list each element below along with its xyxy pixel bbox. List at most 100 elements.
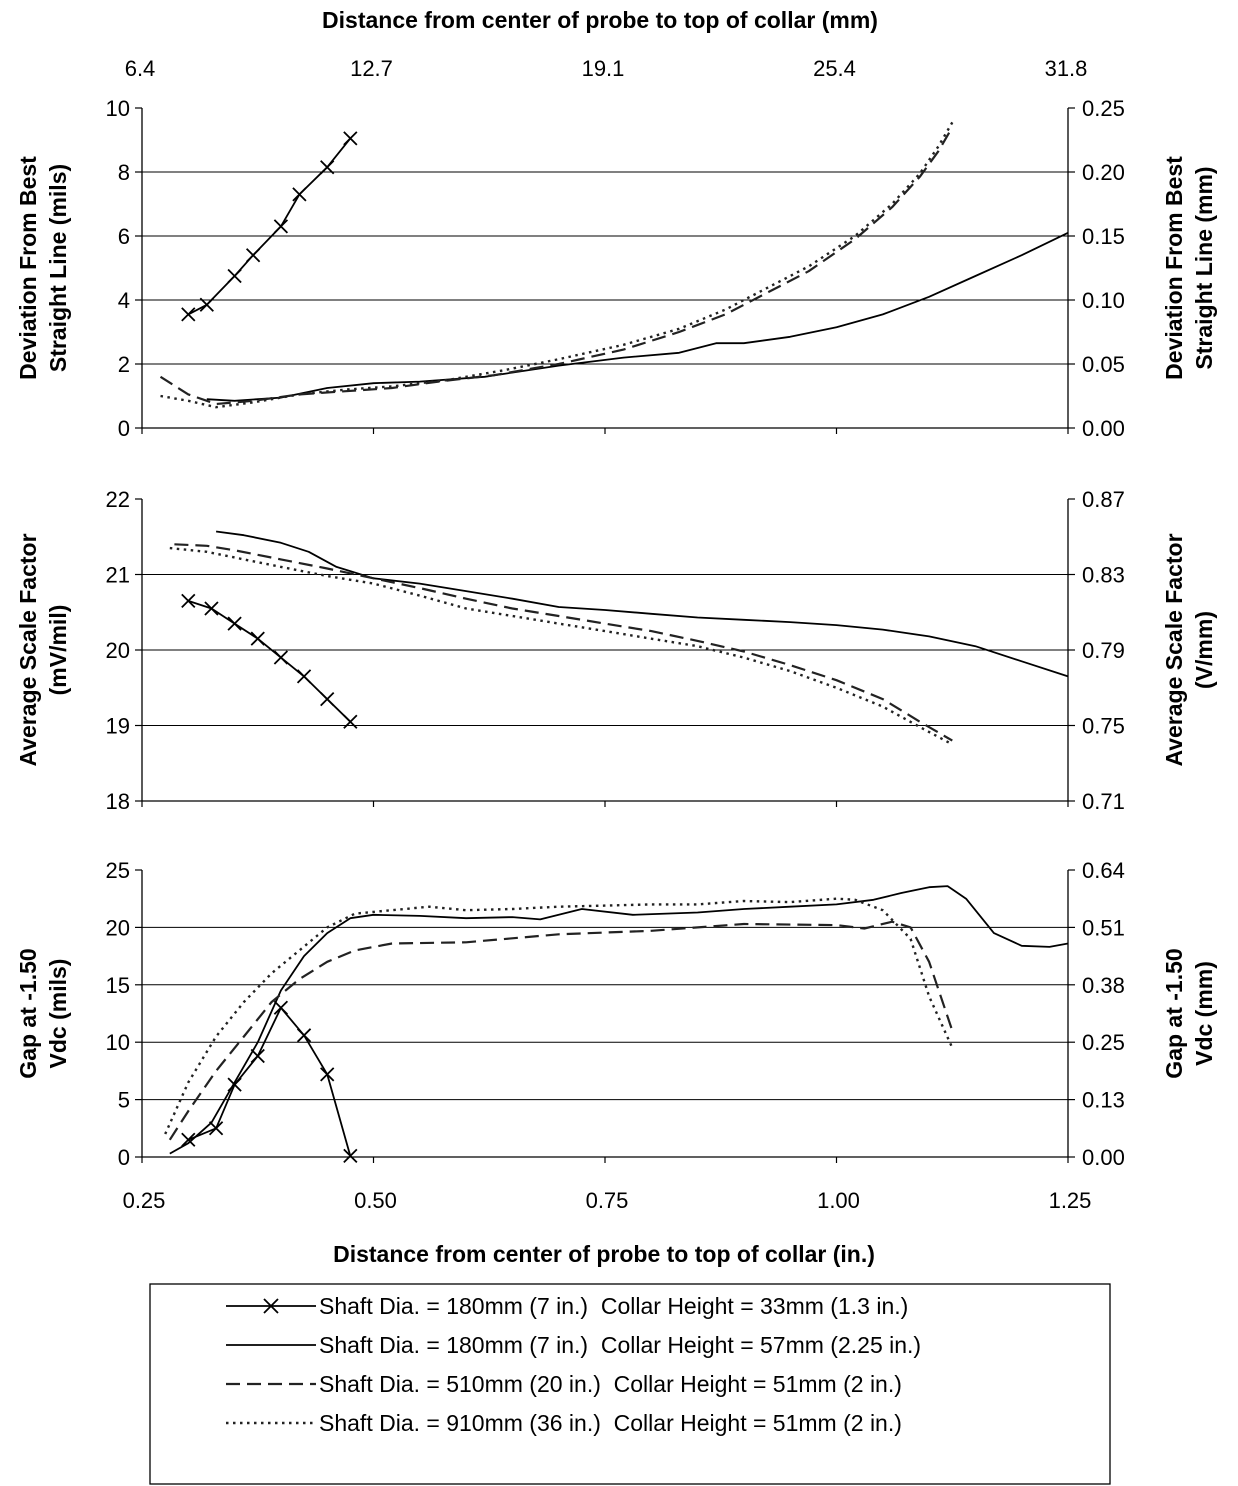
y-tick-label: 10 [106,1030,130,1055]
y2-tick-label: 0.10 [1082,288,1125,313]
x-marker-point [343,131,358,146]
legend-label: Shaft Dia. = 180mm (7 in.) Collar Height… [319,1332,921,1358]
series-line-solid [215,530,1069,678]
series-line-x-marker [188,600,351,723]
y2-tick-label: 0.15 [1082,224,1125,249]
x-marker-point [343,714,358,729]
x-marker-point [320,691,335,707]
y-axis-title-line: Gap at -1.50 [15,948,41,1078]
y-tick-label: 15 [106,973,130,998]
y2-tick-label: 0.00 [1082,416,1125,441]
bottom-tick-label: 0.50 [354,1188,397,1213]
y2-tick-label: 0.87 [1082,487,1125,512]
legend-label: Shaft Dia. = 910mm (36 in.) Collar Heigh… [319,1410,902,1436]
top-tick-label: 25.4 [813,56,856,81]
bottom-tick-label: 0.75 [586,1188,629,1213]
bottom-axis-ticks: 0.25 0.50 0.75 1.00 1.25 [123,1188,1092,1213]
x-marker-point [250,631,265,646]
bottom-tick-label: 1.25 [1049,1188,1092,1213]
top-tick-label: 31.8 [1045,56,1088,81]
y2-axis-title-line: Straight Line (mm) [1191,166,1217,369]
panel-1: 0 0.00 2 0.05 4 0.10 6 0.15 8 0.20 10 0.25 Deviation… [15,96,1217,441]
y2-axis-title-line: (V/mm) [1191,611,1217,689]
x-marker-point [227,268,242,284]
y2-tick-label: 0.71 [1082,789,1125,814]
y-axis-title: Deviation From Best Straight Line (mils) [15,156,71,380]
y2-tick-label: 0.79 [1082,638,1125,663]
panel-3: 0 0.00 5 0.13 10 0.25 15 0.38 20 0.51 25 0.64 Gap at… [15,858,1217,1170]
series-line-dashed [168,920,954,1141]
y-tick-label: 20 [106,915,130,940]
legend-x-marker [263,1298,279,1314]
x-marker-point [181,1132,196,1147]
top-axis-title: Distance from center of probe to top of … [322,7,878,33]
y-tick-label: 20 [106,638,130,663]
x-marker-point [204,601,219,616]
y-tick-label: 8 [118,160,130,185]
top-tick-label: 19.1 [582,56,625,81]
legend-label: Shaft Dia. = 180mm (7 in.) Collar Height… [319,1293,908,1319]
x-marker-point [227,616,242,631]
x-marker-point [296,1028,312,1043]
y2-tick-label: 0.00 [1082,1145,1125,1170]
y2-axis-title: Average Scale Factor (V/mm) [1161,533,1217,766]
x-marker-point [208,1121,224,1136]
x-marker-point [343,1148,358,1163]
y2-tick-label: 0.64 [1082,858,1125,883]
y-tick-label: 5 [118,1088,130,1113]
y2-tick-label: 0.13 [1082,1088,1125,1113]
x-marker-point [199,297,214,312]
x-marker-point [273,650,289,665]
x-marker-point [292,187,307,202]
series-line-dashed [174,543,953,742]
y2-tick-label: 0.25 [1082,96,1125,121]
top-tick-label: 6.4 [125,56,156,81]
y-tick-label: 21 [106,563,130,588]
x-marker-point [320,1067,335,1082]
x-marker-point [250,1048,265,1064]
y-axis-title-line: Vdc (mils) [45,959,71,1069]
y-axis-title-line: Straight Line (mils) [45,164,71,372]
x-marker-point [296,669,312,684]
y2-axis-title-line: Deviation From Best [1161,156,1187,380]
y2-tick-label: 0.25 [1082,1030,1125,1055]
series-line-dashed [159,126,954,406]
y2-tick-label: 0.38 [1082,973,1125,998]
y-tick-label: 6 [118,224,130,249]
y-tick-label: 25 [106,858,130,883]
bottom-axis-title: Distance from center of probe to top of … [333,1241,875,1267]
y-tick-label: 10 [106,96,130,121]
x-marker-point [181,593,196,609]
x-marker-point [181,307,196,322]
y-axis-title: Gap at -1.50 Vdc (mils) [15,948,71,1078]
y2-axis-title: Deviation From Best Straight Line (mm) [1161,156,1217,380]
y2-axis-title-line: Vdc (mm) [1191,961,1217,1066]
y-tick-label: 4 [118,288,130,313]
bottom-tick-label: 0.25 [123,1188,166,1213]
x-marker-point [273,219,289,234]
y2-tick-label: 0.20 [1082,160,1125,185]
legend: Shaft Dia. = 180mm (7 in.) Collar Height… [149,1283,1111,1485]
series-line-dotted [169,546,953,746]
series-line-x-marker [187,1006,352,1157]
x-marker-point [245,248,261,263]
x-marker-point [273,1000,289,1015]
y2-tick-label: 0.83 [1082,563,1125,588]
series-line-solid [169,885,1069,1155]
y-axis-title: Average Scale Factor (mV/mil) [15,533,71,766]
top-tick-label: 12.7 [350,56,393,81]
y-tick-label: 19 [106,714,130,739]
x-marker-point [320,160,335,175]
y-tick-label: 22 [106,487,130,512]
bottom-tick-label: 1.00 [817,1188,860,1213]
chart-panels: 0 0.00 2 0.05 4 0.10 6 0.15 8 0.20 10 0.25 Deviation… [15,96,1217,1170]
y-axis-title-line: Deviation From Best [15,156,41,380]
y-axis-title-line: Average Scale Factor [15,533,41,766]
y2-axis-title: Gap at -1.50 Vdc (mm) [1161,948,1217,1078]
y-tick-label: 18 [106,789,130,814]
legend-box [149,1283,1111,1485]
y2-tick-label: 0.75 [1082,714,1125,739]
series-line-solid [206,231,1069,402]
panel-2: 18 0.71 19 0.75 20 0.79 21 0.83 22 0.87 Average Sc… [15,487,1217,814]
